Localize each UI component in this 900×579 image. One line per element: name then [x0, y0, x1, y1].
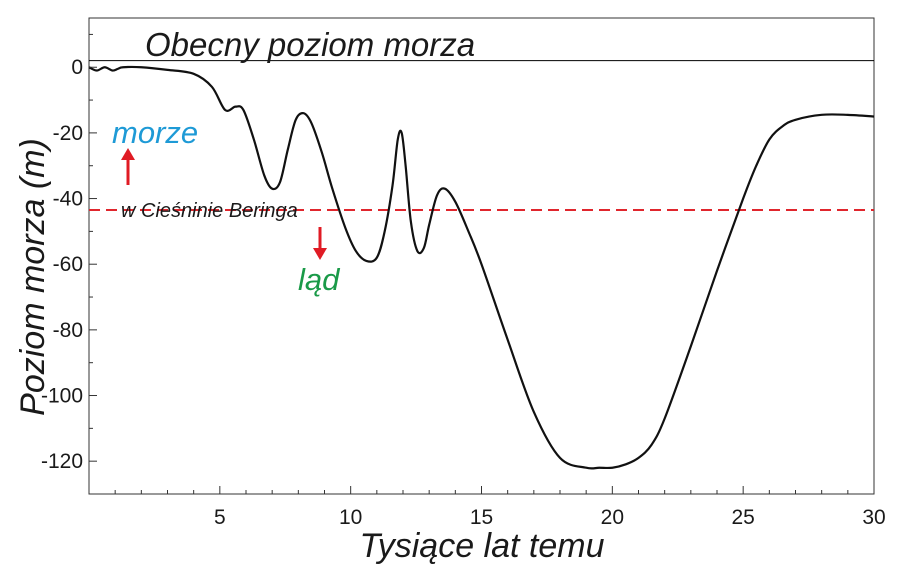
x-tick-label: 15 — [470, 506, 493, 529]
y-tick-label: -80 — [53, 319, 83, 342]
y-tick-label: 0 — [71, 56, 83, 79]
x-tick-label: 30 — [862, 506, 885, 529]
plot-frame — [88, 17, 875, 495]
y-tick-label: -120 — [41, 450, 83, 473]
x-axis-title: Tysiące lat temu — [359, 527, 604, 565]
current-sea-level-label: Obecny poziom morza — [145, 26, 475, 63]
bering-strait-label: w Cieśninie Beringa — [121, 200, 298, 222]
y-tick-label: -60 — [53, 253, 83, 276]
land-annotation-label: ląd — [298, 262, 341, 297]
sea-annotation-label: morze — [112, 115, 198, 150]
y-tick-label: -40 — [53, 188, 83, 211]
x-tick-label: 25 — [731, 506, 754, 529]
arrow-down-icon — [313, 227, 327, 260]
y-tick-label: -100 — [41, 385, 83, 408]
x-tick-label: 5 — [214, 506, 226, 529]
sea-level-series-line — [88, 65, 875, 470]
x-tick-label: 10 — [339, 506, 362, 529]
y-tick-label: -20 — [53, 122, 83, 145]
x-tick-label: 20 — [601, 506, 624, 529]
arrow-up-icon — [121, 148, 135, 185]
y-axis-title: Poziom morza (m) — [14, 138, 52, 416]
